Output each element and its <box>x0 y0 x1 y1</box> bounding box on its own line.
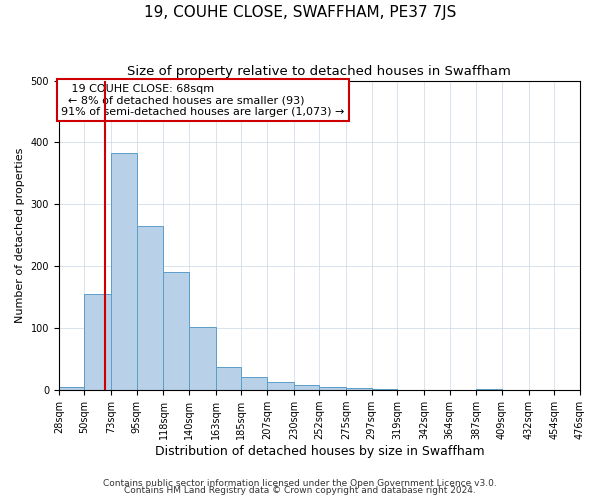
Bar <box>189 326 216 390</box>
Bar <box>216 368 241 390</box>
Text: Contains public sector information licensed under the Open Government Licence v3: Contains public sector information licen… <box>103 478 497 488</box>
Bar <box>137 226 163 390</box>
Bar <box>267 382 294 390</box>
Bar <box>163 272 189 390</box>
Title: Size of property relative to detached houses in Swaffham: Size of property relative to detached ho… <box>127 65 511 78</box>
Text: Contains HM Land Registry data © Crown copyright and database right 2024.: Contains HM Land Registry data © Crown c… <box>124 486 476 495</box>
Bar <box>241 378 267 390</box>
Bar <box>294 385 319 390</box>
Bar <box>346 388 372 390</box>
Y-axis label: Number of detached properties: Number of detached properties <box>15 148 25 323</box>
Bar <box>372 389 397 390</box>
Bar <box>319 386 346 390</box>
Bar <box>85 294 111 390</box>
X-axis label: Distribution of detached houses by size in Swaffham: Distribution of detached houses by size … <box>155 444 484 458</box>
Text: 19 COUHE CLOSE: 68sqm
  ← 8% of detached houses are smaller (93)
91% of semi-det: 19 COUHE CLOSE: 68sqm ← 8% of detached h… <box>61 84 345 117</box>
Bar <box>476 389 502 390</box>
Text: 19, COUHE CLOSE, SWAFFHAM, PE37 7JS: 19, COUHE CLOSE, SWAFFHAM, PE37 7JS <box>144 5 456 20</box>
Bar <box>59 386 85 390</box>
Bar <box>111 153 137 390</box>
